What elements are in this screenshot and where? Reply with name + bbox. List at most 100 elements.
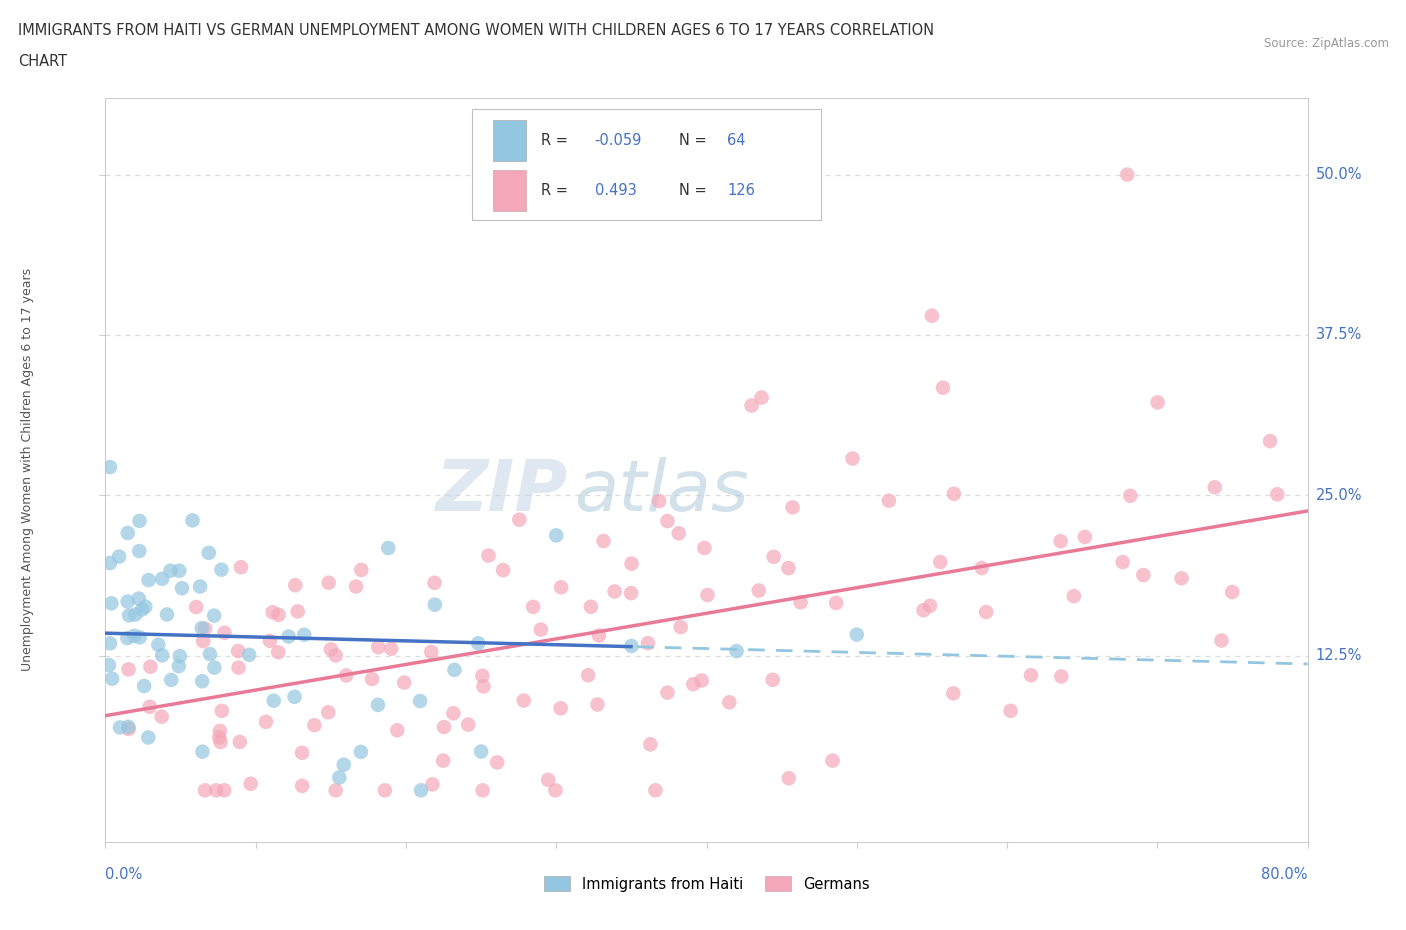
Point [1050,669,1073,684]
Bar [492,120,526,161]
Point [209,735,232,750]
Point [467,636,489,651]
Point [291,778,314,793]
Text: -0.059: -0.059 [595,133,643,148]
Point [544,783,567,798]
Point [238,647,260,662]
Point [457,717,479,732]
Text: ZIP: ZIP [436,458,568,526]
Point [392,675,415,690]
Point [136,730,159,745]
Text: 80.0%: 80.0% [1261,867,1308,882]
Point [128,513,150,528]
Point [470,744,492,759]
Text: N =: N = [679,133,711,148]
Point [1049,534,1071,549]
Text: 0.493: 0.493 [595,183,637,198]
Point [108,720,131,735]
Point [432,753,454,768]
Point [942,686,965,701]
Point [1119,488,1142,503]
Point [100,596,122,611]
Point [588,628,610,643]
Point [117,594,139,609]
Point [1204,480,1226,495]
Point [472,679,495,694]
Point [693,540,716,555]
Point [932,380,955,395]
Point [118,608,141,623]
Point [328,770,350,785]
FancyBboxPatch shape [472,109,821,220]
Text: 0.0%: 0.0% [105,867,142,882]
Text: R =: R = [541,133,572,148]
Bar [492,170,526,211]
Point [108,549,131,564]
Point [762,550,785,565]
Point [134,599,156,614]
Point [644,783,666,798]
Point [380,641,402,656]
Point [825,595,848,610]
Point [640,737,662,751]
Point [188,579,211,594]
Point [620,586,643,601]
Point [335,668,357,683]
Text: Unemployment Among Women with Children Ages 6 to 17 years: Unemployment Among Women with Children A… [21,268,34,671]
Point [139,659,162,674]
Point [198,646,221,661]
Point [725,644,748,658]
Point [1116,167,1139,182]
Point [546,528,568,543]
Point [620,639,643,654]
Point [668,525,690,540]
Point [696,588,718,603]
Text: 37.5%: 37.5% [1316,327,1362,342]
Point [254,714,277,729]
Point [318,576,340,591]
Point [97,658,120,672]
Point [202,660,225,675]
Point [762,672,785,687]
Point [181,513,204,528]
Point [387,723,409,737]
Point [471,783,494,798]
Point [374,783,396,798]
Point [148,637,170,652]
Point [138,573,160,588]
Point [620,556,643,571]
Point [682,677,704,692]
Point [124,607,146,622]
Point [1000,703,1022,718]
Point [1063,589,1085,604]
Point [128,544,150,559]
Point [929,554,952,569]
Point [191,673,214,688]
Point [1258,433,1281,448]
Point [170,580,193,595]
Point [118,722,141,737]
Point [214,625,236,640]
Point [101,671,124,686]
Point [239,777,262,791]
Point [344,579,367,594]
Point [492,563,515,578]
Point [741,398,763,413]
Point [194,783,217,798]
Point [789,595,811,610]
Legend: Immigrants from Haiti, Germans: Immigrants from Haiti, Germans [538,870,875,897]
Point [530,622,553,637]
Point [98,636,121,651]
Point [287,604,309,618]
Point [117,525,139,540]
Point [277,629,299,644]
Point [669,619,692,634]
Point [332,757,354,772]
Point [117,631,139,645]
Point [1170,571,1192,586]
Point [592,534,614,549]
Point [367,698,389,712]
Text: 126: 126 [727,183,755,198]
Point [778,561,800,576]
Point [690,673,713,688]
